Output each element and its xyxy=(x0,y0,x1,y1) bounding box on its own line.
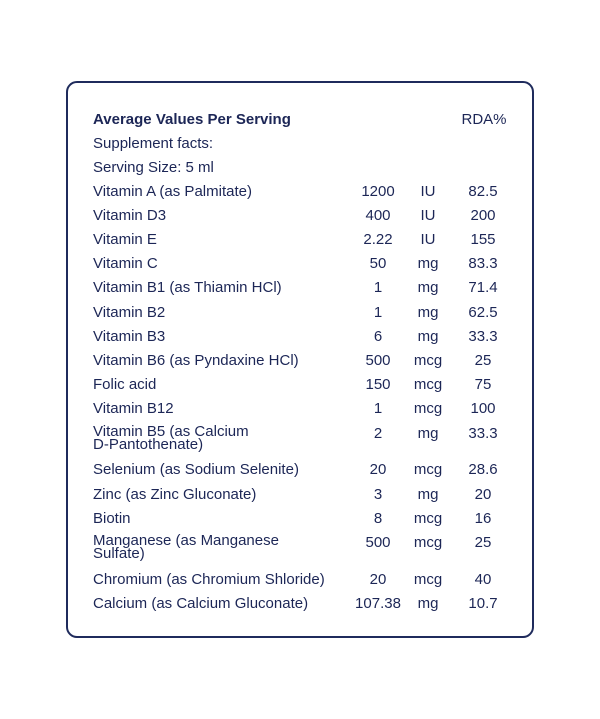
table-row: Manganese (as Manganese Sulfate) 500 mcg 25 xyxy=(93,530,513,567)
nutrient-name: Biotin xyxy=(93,509,131,527)
supplement-facts-card: Average Values Per Serving RDA% Suppleme… xyxy=(66,81,534,638)
amount: 8 xyxy=(373,509,383,527)
nutrient-name: Vitamin B6 (as Pyndaxine HCl) xyxy=(93,351,299,369)
nutrient-name: Vitamin E xyxy=(93,230,157,248)
table-row: Vitamin B3 6 mg 33.3 xyxy=(93,324,513,348)
facts-table: Average Values Per Serving RDA% Suppleme… xyxy=(93,107,513,616)
rda-percent: 100 xyxy=(470,400,496,418)
amount: 1 xyxy=(373,303,383,321)
nutrient-name: Vitamin B5 (as Calcium D-Pantothenate) xyxy=(93,422,249,453)
unit: mg xyxy=(417,303,439,321)
nutrient-name: Vitamin C xyxy=(93,255,158,273)
nutrient-name: Selenium (as Sodium Selenite) xyxy=(93,461,299,479)
unit: mcg xyxy=(413,534,443,552)
unit: mcg xyxy=(413,351,443,369)
nutrient-name: Folic acid xyxy=(93,376,157,394)
nutrient-name: Vitamin B3 xyxy=(93,327,166,345)
rda-percent: 82.5 xyxy=(468,182,498,200)
unit: mg xyxy=(417,279,439,297)
table-row: Zinc (as Zinc Gluconate) 3 mg 20 xyxy=(93,482,513,506)
rda-header: RDA% xyxy=(461,110,507,128)
amount: 2 xyxy=(373,424,383,442)
rda-percent: 62.5 xyxy=(468,303,498,321)
unit: IU xyxy=(420,206,436,224)
amount: 150 xyxy=(365,376,391,394)
table-row: Vitamin A (as Palmitate) 1200 IU 82.5 xyxy=(93,179,513,203)
table-row: Biotin 8 mcg 16 xyxy=(93,506,513,530)
rda-percent: 155 xyxy=(470,230,496,248)
rda-percent: 200 xyxy=(470,206,496,224)
nutrient-name: Zinc (as Zinc Gluconate) xyxy=(93,485,257,503)
nutrient-name: Vitamin D3 xyxy=(93,206,167,224)
amount: 1 xyxy=(373,400,383,418)
nutrient-name: Vitamin B1 (as Thiamin HCl) xyxy=(93,279,282,297)
unit: mg xyxy=(417,595,439,613)
unit: mcg xyxy=(413,509,443,527)
nutrient-name: Calcium (as Calcium Gluconate) xyxy=(93,595,309,613)
amount: 6 xyxy=(373,327,383,345)
rda-percent: 16 xyxy=(474,509,492,527)
unit: mg xyxy=(417,485,439,503)
rda-percent: 83.3 xyxy=(468,255,498,273)
table-row: Vitamin C 50 mg 83.3 xyxy=(93,252,513,276)
table-row: Selenium (as Sodium Selenite) 20 mcg 28.6 xyxy=(93,458,513,482)
table-row: Vitamin B12 1 mcg 100 xyxy=(93,397,513,421)
rda-percent: 25 xyxy=(474,351,492,369)
amount: 400 xyxy=(365,206,391,224)
unit: mcg xyxy=(413,400,443,418)
table-row: Folic acid 150 mcg 75 xyxy=(93,373,513,397)
rda-percent: 20 xyxy=(474,485,492,503)
amount: 50 xyxy=(369,255,387,273)
unit: mg xyxy=(417,327,439,345)
nutrient-name: Vitamin B12 xyxy=(93,400,174,418)
unit: mcg xyxy=(413,461,443,479)
table-row: Vitamin E 2.22 IU 155 xyxy=(93,227,513,251)
amount: 500 xyxy=(365,534,391,552)
table-row: Vitamin B5 (as Calcium D-Pantothenate) 2 mg… xyxy=(93,421,513,458)
nutrient-name: Vitamin A (as Palmitate) xyxy=(93,182,252,200)
rda-percent: 71.4 xyxy=(468,279,498,297)
nutrient-name: Manganese (as Manganese Sulfate) xyxy=(93,532,279,563)
amount: 500 xyxy=(365,351,391,369)
unit: mcg xyxy=(413,571,443,589)
rda-percent: 10.7 xyxy=(468,595,498,613)
amount: 3 xyxy=(373,485,383,503)
table-row: Chromium (as Chromium Shloride) 20 mcg 40 xyxy=(93,567,513,591)
nutrient-name: Vitamin B2 xyxy=(93,303,166,321)
unit: mg xyxy=(417,424,439,442)
unit: mcg xyxy=(413,376,443,394)
rda-percent: 28.6 xyxy=(468,461,498,479)
rda-percent: 40 xyxy=(474,571,492,589)
amount: 20 xyxy=(369,461,387,479)
table-row: Calcium (as Calcium Gluconate) 107.38 mg 10… xyxy=(93,592,513,616)
table-row: Vitamin B6 (as Pyndaxine HCl) 500 mcg 25 xyxy=(93,348,513,372)
rda-percent: 25 xyxy=(474,534,492,552)
nutrient-name: Chromium (as Chromium Shloride) xyxy=(93,571,325,589)
unit: mg xyxy=(417,255,439,273)
subtitle: Supplement facts: xyxy=(93,134,214,152)
table-row: Vitamin D3 400 IU 200 xyxy=(93,203,513,227)
amount: 20 xyxy=(369,571,387,589)
amount: 1 xyxy=(373,279,383,297)
amount: 2.22 xyxy=(363,230,393,248)
unit: IU xyxy=(420,182,436,200)
unit: IU xyxy=(420,230,436,248)
nutrient-rows: Vitamin A (as Palmitate) 1200 IU 82.5 Vitami… xyxy=(93,179,513,616)
rda-percent: 75 xyxy=(474,376,492,394)
rda-percent: 33.3 xyxy=(468,424,498,442)
header-title: Average Values Per Serving xyxy=(93,110,291,128)
serving-size: Serving Size: 5 ml xyxy=(93,158,214,176)
amount: 107.38 xyxy=(355,595,401,613)
table-header: Average Values Per Serving RDA% xyxy=(93,107,513,131)
rda-percent: 33.3 xyxy=(468,327,498,345)
amount: 1200 xyxy=(361,182,395,200)
table-row: Vitamin B1 (as Thiamin HCl) 1 mg 71.4 xyxy=(93,276,513,300)
table-row: Vitamin B2 1 mg 62.5 xyxy=(93,300,513,324)
